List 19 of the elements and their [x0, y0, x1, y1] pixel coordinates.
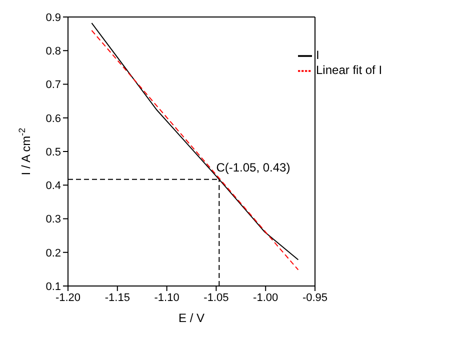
x-tick-label: -1.15: [104, 292, 130, 304]
y-tick-label: 0.1: [46, 280, 61, 293]
y-tick-label: 0.2: [46, 247, 61, 260]
x-tick-label: -1.05: [204, 292, 229, 304]
y-tick-label: 0.5: [46, 146, 61, 158]
x-axis-title: E / V: [178, 311, 205, 325]
x-tick-label: -0.95: [302, 292, 328, 304]
x-tick-label: -1.00: [253, 292, 278, 304]
y-tick-label: 0.6: [46, 112, 61, 125]
y-tick-label: 0.7: [46, 79, 61, 92]
y-tick-label: 0.8: [46, 46, 61, 58]
y-tick-label: 0.9: [46, 12, 61, 24]
x-tick-label: -1.10: [154, 292, 180, 304]
y-tick-label: 0.3: [46, 214, 61, 226]
y-tick-label: 0.4: [46, 180, 61, 192]
annotation: C(-1.05, 0.43): [216, 160, 290, 174]
x-tick-label: -1.20: [55, 292, 81, 304]
legend-label: I: [316, 48, 320, 62]
legend-label: Linear fit of I: [316, 62, 382, 77]
